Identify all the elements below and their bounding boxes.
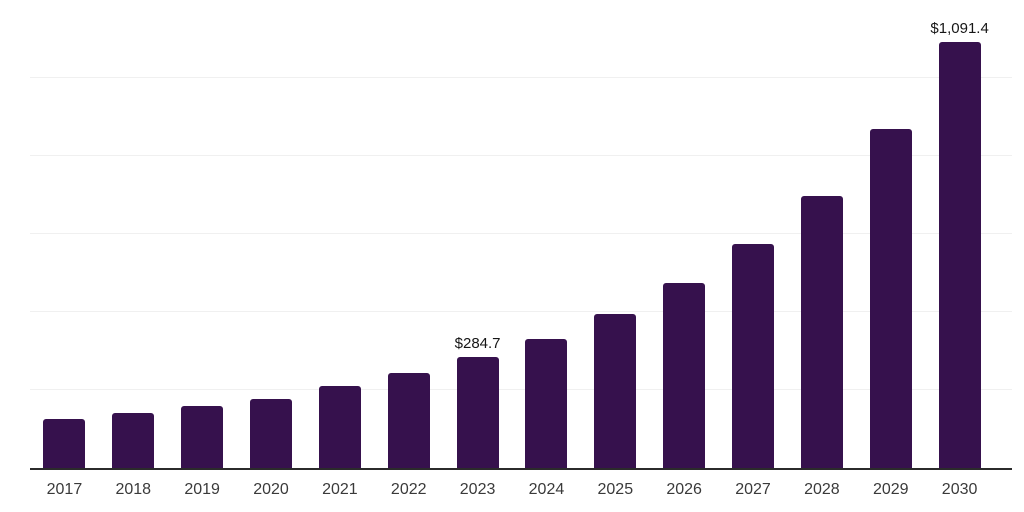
gridline-400 [30, 311, 1012, 312]
bar-2028 [800, 195, 843, 468]
x-tick-2020: 2020 [253, 481, 289, 498]
bar-group-2019 [168, 405, 237, 468]
gridline-1000 [30, 77, 1012, 78]
bar-2019 [181, 405, 224, 468]
bar-2027 [732, 244, 775, 468]
bar-2022 [387, 373, 430, 468]
bar-value-label-2030: $1,091.4 [930, 20, 989, 38]
bar-group-2027 [719, 244, 788, 468]
bar-2025 [594, 313, 637, 468]
bar-2023 [456, 356, 499, 468]
x-tick-2029: 2029 [872, 481, 909, 498]
gridline-800 [30, 155, 1012, 156]
x-axis: 2017 2018 2019 2020 2021 2022 2023 2024 2025 2026… [30, 470, 994, 512]
x-tick-2022: 2022 [390, 481, 427, 498]
bar-group-2025 [581, 313, 650, 468]
bar-group-2021 [305, 386, 374, 468]
x-tick-2030: 2030 [941, 481, 978, 498]
bar-group-2028 [787, 195, 856, 468]
bar-group-2018 [99, 412, 168, 468]
bar-group-2020 [237, 398, 306, 468]
x-tick-2018: 2018 [115, 481, 152, 498]
x-tick-2026: 2026 [666, 481, 702, 498]
bar-group-2026 [650, 282, 719, 468]
gridline-600 [30, 233, 1012, 234]
bar-2026 [663, 282, 706, 468]
x-tick-2025: 2025 [597, 481, 634, 498]
bar-2030 [938, 42, 981, 468]
x-tick-2019: 2019 [184, 481, 220, 498]
bar-group-2024 [512, 338, 581, 468]
x-tick-2028: 2028 [804, 481, 840, 498]
bar-2020 [250, 398, 292, 468]
bar-value-label-2023: $284.7 [454, 334, 501, 352]
x-tick-2027: 2027 [735, 481, 771, 498]
bar-2018 [112, 412, 155, 468]
plot-area [30, 0, 1012, 470]
x-tick-2021: 2021 [322, 481, 358, 498]
x-tick-2023: 2023 [459, 481, 496, 498]
bar-group-2030: $1,091.4 [925, 21, 994, 468]
bar-group-2022 [374, 373, 443, 468]
gridline-200 [30, 389, 1012, 390]
x-tick-2024: 2024 [528, 481, 565, 498]
bar-2029 [869, 128, 912, 468]
x-tick-2017: 2017 [46, 481, 83, 498]
bar-group-2017 [30, 418, 99, 468]
bar-2024 [525, 338, 568, 468]
bars-layer: $284.7 $1,091.4 [30, 0, 994, 468]
bar-group-2023: $284.7 [443, 336, 512, 468]
bar-group-2029 [856, 128, 925, 468]
bar-2021 [318, 386, 361, 468]
bar-2017 [43, 418, 86, 468]
